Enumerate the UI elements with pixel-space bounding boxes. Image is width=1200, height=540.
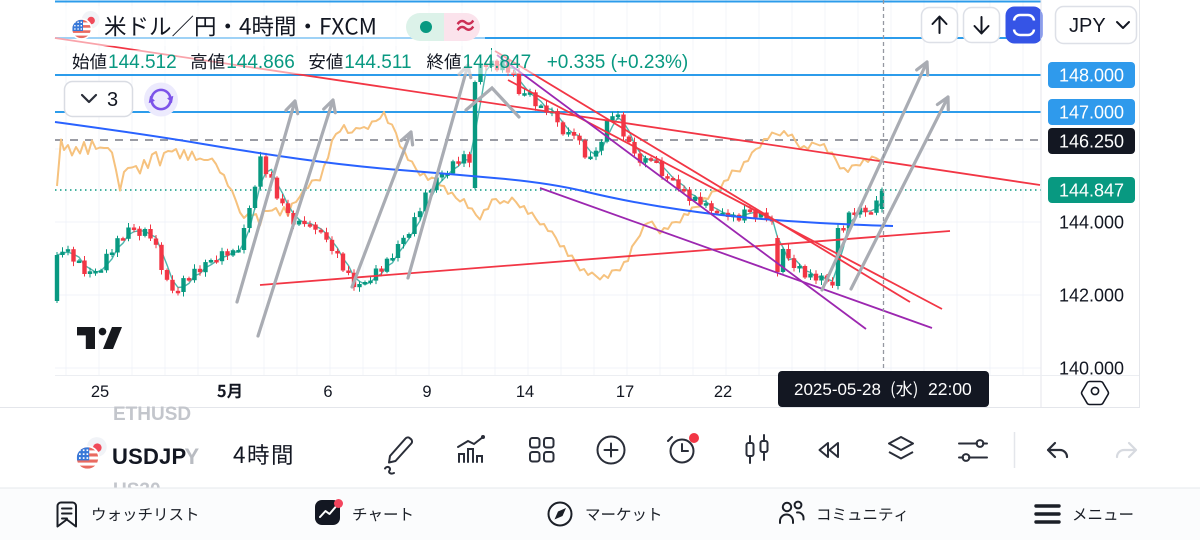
svg-text:25: 25 [91, 383, 109, 401]
svg-text:144.512: 144.512 [108, 52, 177, 73]
svg-text:USDJP: USDJP [112, 444, 186, 469]
svg-text:3: 3 [107, 89, 118, 111]
svg-text:JPY: JPY [1069, 15, 1106, 37]
svg-text:144.000: 144.000 [1059, 213, 1124, 233]
svg-text:14: 14 [516, 383, 534, 401]
svg-text:144.847: 144.847 [463, 52, 532, 73]
svg-text:146.250: 146.250 [1059, 132, 1124, 152]
svg-text:6: 6 [323, 383, 332, 401]
svg-text:17: 17 [616, 383, 634, 401]
svg-text:Y: Y [185, 444, 200, 469]
svg-text:22:00: 22:00 [928, 379, 972, 399]
svg-text:148.000: 148.000 [1059, 66, 1124, 86]
svg-text:9: 9 [422, 383, 431, 401]
svg-text:+0.335 (+0.23%): +0.335 (+0.23%) [547, 52, 689, 73]
svg-text:147.000: 147.000 [1059, 103, 1124, 123]
svg-text:2025-05-28: 2025-05-28 [794, 380, 881, 399]
svg-text:22: 22 [714, 383, 732, 401]
svg-text:ETHUSD: ETHUSD [113, 404, 191, 425]
svg-text:144.866: 144.866 [226, 52, 295, 73]
svg-text:144.847: 144.847 [1059, 181, 1124, 201]
svg-text:144.511: 144.511 [344, 52, 411, 73]
svg-text:140.000: 140.000 [1059, 359, 1124, 379]
svg-text:142.000: 142.000 [1059, 286, 1124, 306]
